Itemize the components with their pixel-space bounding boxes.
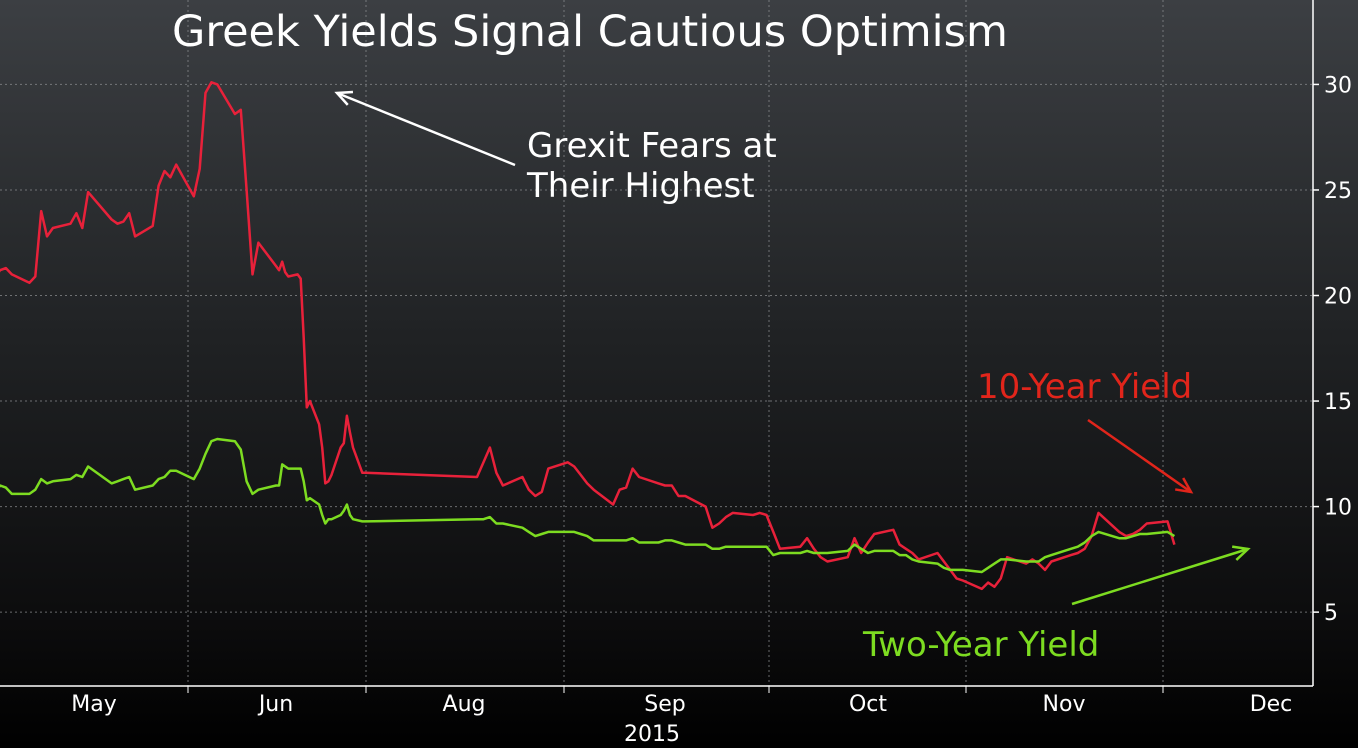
chart-title: Greek Yields Signal Cautious Optimism [172,7,1008,57]
x-tick-label-dec: Dec [1250,692,1293,717]
axes [0,0,1319,693]
annotation-two-year-arrow [1071,545,1251,606]
annotation-two-year-label: Two-Year Yield [862,625,1099,665]
x-tick-label-jun: Jun [257,692,293,717]
annotation-10-year-arrow [1087,418,1194,494]
x-tick-label-aug: Aug [443,692,486,717]
y-tick-label: 25 [1324,179,1352,204]
gridlines [0,0,1313,686]
annotation-grexit-arrow [334,90,516,167]
series-line-10-year [0,81,1176,591]
y-tick-label: 15 [1324,390,1352,415]
x-tick-label-nov: Nov [1043,692,1086,717]
annotation-grexit-line-2: Their Highest [526,166,755,206]
y-tick-label: 20 [1324,285,1352,310]
y-tick-label: 5 [1324,601,1338,626]
annotation-grexit-line-1: Grexit Fears at [527,126,777,166]
y-tick-label: 30 [1324,73,1352,98]
series-line-two-year [0,437,1176,574]
text-labels: 5 10 15 20 25 30 May Jun Aug Sep Oct Nov Dec 2015 Gree… [71,7,1352,747]
x-axis-year-label: 2015 [624,722,680,747]
x-tick-label-sep: Sep [644,692,685,717]
series-lines [0,81,1176,591]
x-tick-label-may: May [71,692,116,717]
x-tick-label-oct: Oct [849,692,887,717]
y-tick-label: 10 [1324,496,1352,521]
annotation-10-year-label: 10-Year Yield [977,367,1192,407]
